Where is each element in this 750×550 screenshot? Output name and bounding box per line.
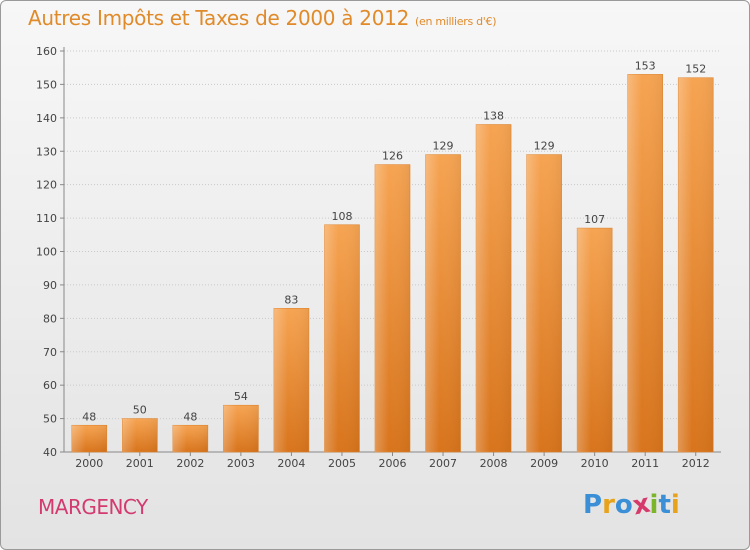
y-tick-label: 50 — [43, 413, 57, 426]
x-tick-label: 2000 — [75, 457, 103, 470]
x-tick-label: 2006 — [379, 457, 407, 470]
y-tick-label: 70 — [43, 346, 57, 359]
bar-highlight — [526, 154, 562, 452]
x-tick-label: 2012 — [682, 457, 710, 470]
y-tick-label: 40 — [43, 446, 57, 459]
y-tick-label: 90 — [43, 279, 57, 292]
x-tick-label: 2009 — [530, 457, 558, 470]
data-label: 50 — [133, 404, 147, 417]
data-label: 48 — [183, 410, 197, 423]
y-tick-label: 100 — [36, 246, 57, 259]
y-tick-label: 130 — [36, 145, 57, 158]
data-label: 108 — [331, 210, 352, 223]
bar-highlight — [425, 154, 461, 452]
bars — [71, 74, 714, 453]
x-tick-label: 2002 — [176, 457, 204, 470]
title-text: Autres Impôts et Taxes de 2000 à 2012 — [28, 6, 409, 30]
chart-subtitle: (en milliers d'€) — [415, 15, 497, 28]
bar-highlight — [122, 418, 158, 452]
bar-highlight — [476, 124, 512, 453]
logo-letter: o — [614, 490, 633, 520]
data-label: 126 — [382, 150, 403, 163]
bar-highlight — [223, 405, 259, 452]
data-label: 129 — [534, 140, 555, 153]
data-label: 83 — [284, 293, 298, 306]
data-label: 48 — [82, 410, 96, 423]
city-name: MARGENCY — [38, 495, 148, 519]
data-label: 152 — [685, 63, 706, 76]
logo-letter: i — [649, 490, 659, 520]
data-labels: 48 50 48 54 83 108 126 129 138 129 107 153 152 — [82, 59, 706, 423]
x-tick-label: 2008 — [480, 457, 508, 470]
logo-letter: P — [583, 490, 603, 520]
y-tick-label: 110 — [36, 212, 57, 225]
bar-highlight — [627, 74, 663, 453]
logo-letter: i — [670, 490, 680, 520]
logo-letter: t — [658, 490, 671, 520]
data-label: 107 — [584, 213, 605, 226]
x-tick-label: 2001 — [126, 457, 154, 470]
y-tick-label: 60 — [43, 379, 57, 392]
bar-highlight — [71, 425, 107, 452]
data-label: 153 — [635, 59, 656, 72]
x-tick-label: 2007 — [429, 457, 457, 470]
x-tick-label: 2010 — [581, 457, 609, 470]
x-tick-label: 2004 — [277, 457, 305, 470]
y-tick-label: 120 — [36, 179, 57, 192]
x-tick-label: 2005 — [328, 457, 356, 470]
bar-highlight — [273, 308, 309, 452]
x-tick-label: 2011 — [631, 457, 659, 470]
bar-highlight — [577, 228, 613, 452]
logo-letter: r — [602, 490, 615, 520]
y-tick-label: 140 — [36, 112, 57, 125]
y-tick-label: 160 — [36, 45, 57, 58]
bar-highlight — [172, 425, 208, 452]
y-tick-label: 80 — [43, 312, 57, 325]
proxiti-logo: Proxiti — [583, 489, 680, 522]
bar-highlight — [678, 77, 714, 452]
data-label: 138 — [483, 110, 504, 123]
data-label: 129 — [433, 140, 454, 153]
data-label: 54 — [234, 390, 248, 403]
chart-title: Autres Impôts et Taxes de 2000 à 2012 (en… — [28, 6, 496, 30]
bar-highlight — [375, 164, 410, 452]
bar-highlight — [324, 224, 360, 452]
y-tick-label: 150 — [36, 78, 57, 91]
x-tick-label: 2003 — [227, 457, 255, 470]
